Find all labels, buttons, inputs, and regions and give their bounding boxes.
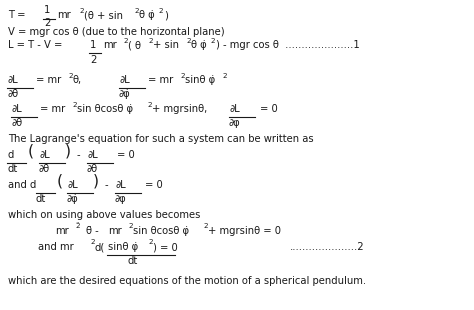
Text: ): ) xyxy=(65,144,71,159)
Text: sinθ φ̇: sinθ φ̇ xyxy=(108,242,138,252)
Text: ∂L: ∂L xyxy=(12,104,23,114)
Text: 2: 2 xyxy=(203,223,208,229)
Text: 1: 1 xyxy=(44,5,50,15)
Text: ∂L: ∂L xyxy=(230,104,241,114)
Text: = mr: = mr xyxy=(36,75,61,85)
Text: (: ( xyxy=(28,144,34,159)
Text: 2: 2 xyxy=(180,73,185,79)
Text: 2: 2 xyxy=(158,8,163,14)
Text: ∂θ̇: ∂θ̇ xyxy=(8,89,19,99)
Text: ∂L: ∂L xyxy=(120,75,131,85)
Text: mr: mr xyxy=(55,226,69,236)
Text: 2: 2 xyxy=(134,8,138,14)
Text: and mr: and mr xyxy=(38,242,74,252)
Text: θ φ̇: θ φ̇ xyxy=(139,10,155,20)
Text: mr: mr xyxy=(108,226,122,236)
Text: which on using above values becomes: which on using above values becomes xyxy=(8,210,201,220)
Text: sin θcosθ φ̇: sin θcosθ φ̇ xyxy=(133,226,189,236)
Text: ∂L: ∂L xyxy=(40,150,51,160)
Text: 2: 2 xyxy=(90,55,96,65)
Text: and d: and d xyxy=(8,180,36,190)
Text: 2: 2 xyxy=(44,18,50,28)
Text: 2: 2 xyxy=(128,223,133,229)
Text: -: - xyxy=(77,150,81,160)
Text: ): ) xyxy=(93,174,99,189)
Text: mr: mr xyxy=(103,40,117,50)
Text: + mgrsinθ,: + mgrsinθ, xyxy=(152,104,207,114)
Text: mr: mr xyxy=(57,10,71,20)
Text: 1: 1 xyxy=(90,40,96,50)
Text: 2: 2 xyxy=(222,73,227,79)
Text: d: d xyxy=(8,150,14,160)
Text: sinθ φ̇: sinθ φ̇ xyxy=(185,75,215,85)
Text: = mr: = mr xyxy=(148,75,173,85)
Text: 2: 2 xyxy=(72,102,77,108)
Text: ∂L: ∂L xyxy=(116,180,127,190)
Text: 2: 2 xyxy=(90,239,95,245)
Text: ): ) xyxy=(164,10,168,20)
Text: ∂φ: ∂φ xyxy=(229,118,241,128)
Text: 2: 2 xyxy=(68,73,73,79)
Text: (: ( xyxy=(57,174,63,189)
Text: -: - xyxy=(105,180,109,190)
Text: ( θ̇: ( θ̇ xyxy=(128,40,141,50)
Text: ∂φ: ∂φ xyxy=(115,194,127,204)
Text: ∂L: ∂L xyxy=(68,180,79,190)
Text: ∂L: ∂L xyxy=(88,150,99,160)
Text: ∂θ: ∂θ xyxy=(87,164,98,174)
Text: dt: dt xyxy=(128,256,138,266)
Text: = 0: = 0 xyxy=(117,150,135,160)
Text: V = mgr cos θ (due to the horizontal plane): V = mgr cos θ (due to the horizontal pla… xyxy=(8,27,225,37)
Text: θ̇,: θ̇, xyxy=(73,75,82,85)
Text: ∂L: ∂L xyxy=(8,75,18,85)
Text: The Lagrange's equation for such a system can be written as: The Lagrange's equation for such a syste… xyxy=(8,134,314,144)
Text: ∂θ: ∂θ xyxy=(12,118,23,128)
Text: 2: 2 xyxy=(210,38,215,44)
Text: ∂φ̇: ∂φ̇ xyxy=(119,89,131,99)
Text: θ φ̇: θ φ̇ xyxy=(191,40,207,50)
Text: d(: d( xyxy=(95,242,105,252)
Text: 2: 2 xyxy=(148,239,153,245)
Text: .....................2: .....................2 xyxy=(290,242,365,252)
Text: which are the desired equations of the motion of a spherical pendulum.: which are the desired equations of the m… xyxy=(8,276,366,286)
Text: T =: T = xyxy=(8,10,28,20)
Text: 2: 2 xyxy=(148,38,153,44)
Text: = 0: = 0 xyxy=(145,180,163,190)
Text: ∂θ̇: ∂θ̇ xyxy=(39,164,50,174)
Text: ) = 0: ) = 0 xyxy=(153,242,178,252)
Text: ∂φ̇: ∂φ̇ xyxy=(67,194,79,204)
Text: + mgrsinθ = 0: + mgrsinθ = 0 xyxy=(208,226,281,236)
Text: 2: 2 xyxy=(147,102,152,108)
Text: L = T - V =: L = T - V = xyxy=(8,40,65,50)
Text: 2: 2 xyxy=(79,8,83,14)
Text: 2: 2 xyxy=(186,38,191,44)
Text: θ̈ -: θ̈ - xyxy=(86,226,99,236)
Text: sin θcosθ φ̇: sin θcosθ φ̇ xyxy=(77,104,133,114)
Text: + sin: + sin xyxy=(153,40,179,50)
Text: (θ̇ + sin: (θ̇ + sin xyxy=(84,10,123,20)
Text: dt: dt xyxy=(8,164,18,174)
Text: = 0: = 0 xyxy=(260,104,278,114)
Text: 2̈: 2̈ xyxy=(75,223,80,229)
Text: 2: 2 xyxy=(123,38,128,44)
Text: = mr: = mr xyxy=(40,104,65,114)
Text: dt: dt xyxy=(36,194,46,204)
Text: ) - mgr cos θ  .....................1: ) - mgr cos θ .....................1 xyxy=(216,40,360,50)
